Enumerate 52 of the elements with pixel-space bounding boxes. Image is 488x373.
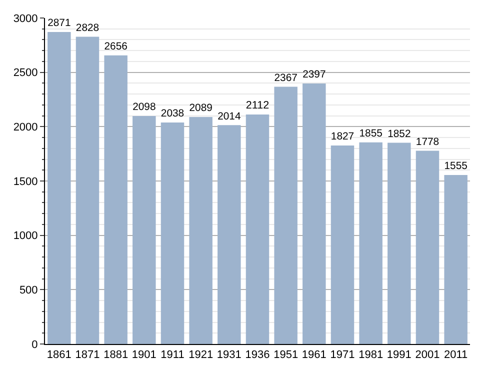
- x-tick-label: 1901: [132, 349, 156, 362]
- y-tick-label: 500: [19, 284, 38, 297]
- x-tick-label: 1991: [386, 349, 412, 362]
- x-tick-label: 1951: [274, 349, 298, 362]
- x-tick-label: 1971: [330, 349, 355, 362]
- bar: [189, 117, 212, 344]
- bar: [416, 150, 440, 344]
- bar: [359, 142, 382, 344]
- data-label: 2014: [218, 111, 241, 122]
- bar: [104, 55, 128, 344]
- data-label: 2397: [302, 70, 326, 81]
- x-tick-label: 2011: [444, 349, 468, 362]
- x-tick-label: 1981: [358, 349, 384, 362]
- bar: [444, 175, 468, 344]
- bar: [218, 125, 241, 344]
- data-label: 2098: [132, 102, 156, 114]
- data-label: 2871: [48, 18, 71, 30]
- bar: [76, 36, 100, 344]
- x-tick-label: 1871: [75, 349, 100, 362]
- y-tick-label: 1500: [13, 176, 38, 188]
- data-label: 1852: [388, 128, 411, 140]
- x-tick-label: 1911: [160, 349, 184, 362]
- data-label: 2112: [246, 100, 270, 112]
- y-tick-label: 0: [32, 338, 38, 351]
- data-label: 2656: [104, 42, 128, 53]
- x-tick-label: 1921: [188, 349, 214, 362]
- bar: [246, 114, 270, 344]
- data-label: 2038: [160, 108, 184, 120]
- data-label: 1827: [330, 132, 354, 143]
- x-tick-label: 1931: [216, 349, 242, 362]
- bar: [330, 145, 354, 344]
- bar: [302, 84, 326, 344]
- y-tick-label: 2500: [13, 67, 38, 80]
- data-label: 2828: [76, 22, 100, 34]
- y-tick-label: 2000: [13, 122, 38, 134]
- x-tick-label: 1861: [46, 349, 72, 362]
- bar: [48, 32, 71, 344]
- bar: [274, 86, 298, 344]
- y-tick-label: 1000: [13, 230, 38, 242]
- bar: [160, 122, 184, 344]
- x-tick-label: 1961: [302, 349, 326, 362]
- x-tick-label: 1936: [245, 349, 270, 362]
- bar: [388, 142, 411, 344]
- data-label: 1555: [444, 161, 468, 172]
- data-label: 1778: [416, 136, 440, 148]
- y-tick-label: 3000: [13, 12, 38, 25]
- x-tick-label: 2001: [415, 349, 440, 362]
- data-label: 1855: [359, 128, 383, 140]
- data-label: 2367: [274, 72, 298, 84]
- bar: [132, 116, 156, 344]
- x-tick-label: 1881: [104, 349, 128, 362]
- data-label: 2089: [189, 103, 213, 114]
